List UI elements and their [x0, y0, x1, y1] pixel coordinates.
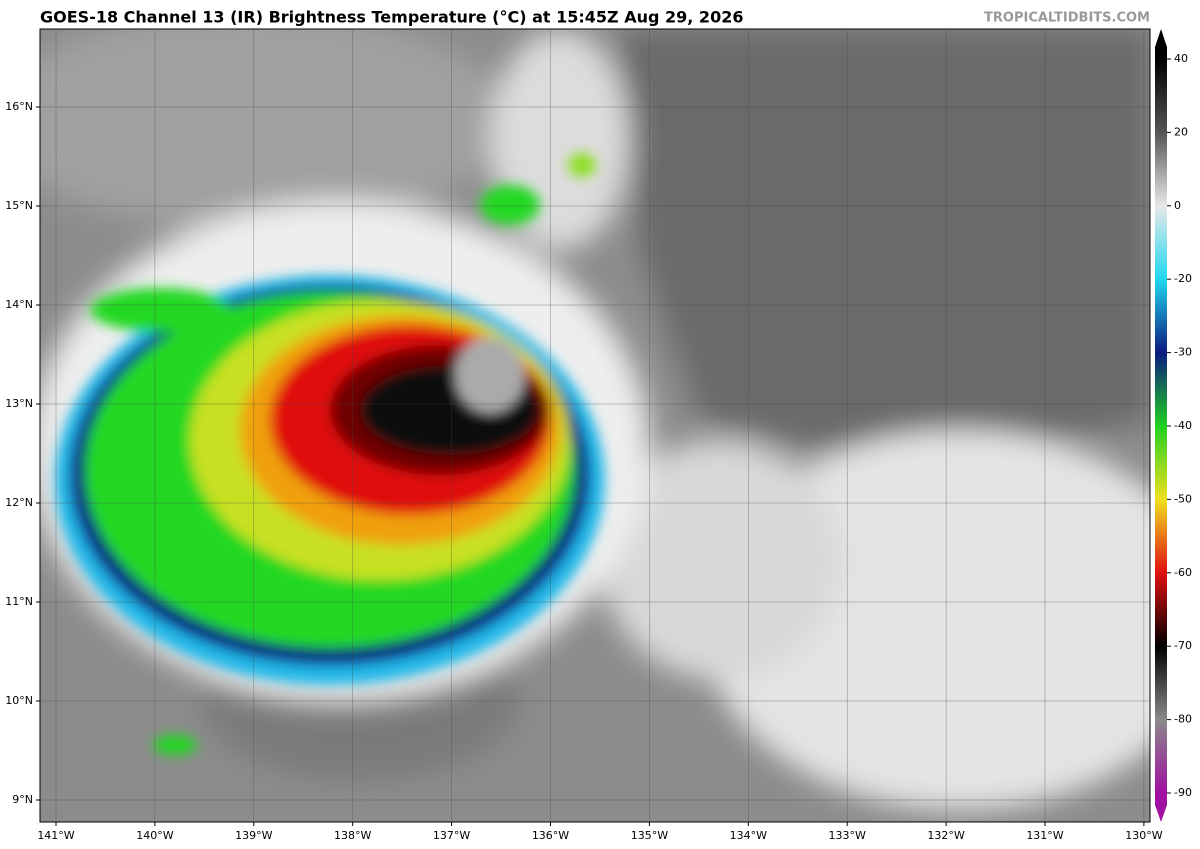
latitude-label: 12°N: [5, 496, 33, 509]
title: GOES-18 Channel 13 (IR) Brightness Tempe…: [40, 8, 743, 27]
latitude-label: 14°N: [5, 298, 33, 311]
colorbar-tick-label: -70: [1174, 639, 1192, 652]
colorbar-bottom-tip: [1155, 805, 1167, 822]
longitude-label: 139°W: [235, 829, 272, 842]
latitude-label: 11°N: [5, 595, 33, 608]
graticule: [40, 29, 1150, 822]
longitude-label: 141°W: [37, 829, 74, 842]
map-frame: [39, 28, 1151, 823]
longitude-label: 137°W: [433, 829, 470, 842]
longitude-label: 136°W: [532, 829, 569, 842]
colorbar-tick-label: -20: [1174, 272, 1192, 285]
latitude-label: 10°N: [5, 694, 33, 707]
latitude-label: 15°N: [5, 199, 33, 212]
latitude-label: 16°N: [5, 100, 33, 113]
colorbar-tick-label: -90: [1174, 786, 1192, 799]
watermark: TROPICALTIDBITS.COM: [984, 11, 1150, 26]
satellite-image: [40, 29, 1150, 822]
longitude-label: 132°W: [927, 829, 964, 842]
colorbar-tick-label: -40: [1174, 419, 1192, 432]
colorbar-tick-label: -80: [1174, 713, 1192, 726]
colorbar: [1155, 47, 1167, 805]
colorbar-top-tip: [1155, 29, 1167, 47]
colorbar-tick-label: 0: [1174, 199, 1181, 212]
longitude-label: 133°W: [829, 829, 866, 842]
longitude-label: 140°W: [136, 829, 173, 842]
longitude-label: 130°W: [1125, 829, 1162, 842]
longitude-label: 135°W: [631, 829, 668, 842]
colorbar-tick-label: -60: [1174, 566, 1192, 579]
latitude-label: 9°N: [12, 793, 33, 806]
longitude-label: 131°W: [1026, 829, 1063, 842]
latitude-label: 13°N: [5, 397, 33, 410]
longitude-label: 138°W: [334, 829, 371, 842]
longitude-label: 134°W: [730, 829, 767, 842]
colorbar-tick-label: 40: [1174, 52, 1188, 65]
colorbar-tick-label: -50: [1174, 492, 1192, 505]
colorbar-tick-label: -30: [1174, 346, 1192, 359]
colorbar-tick-label: 20: [1174, 125, 1188, 138]
